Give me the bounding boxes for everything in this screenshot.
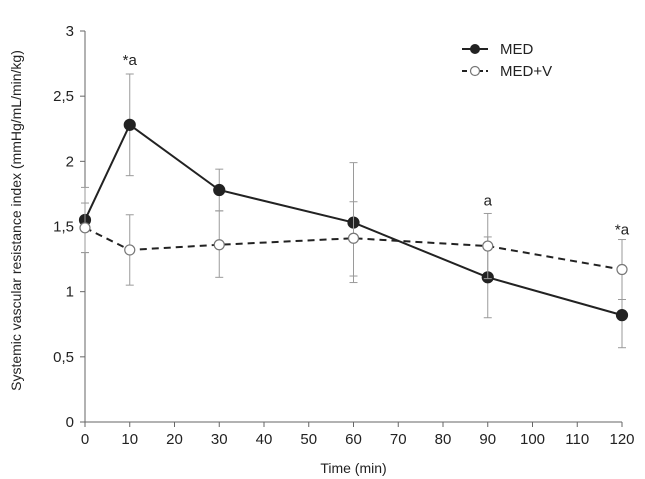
y-tick-label: 0,5 — [53, 349, 74, 366]
data-point — [615, 309, 629, 322]
data-point — [213, 183, 226, 197]
x-tick-label: 110 — [565, 431, 589, 448]
y-tick-label: 1 — [66, 284, 74, 301]
x-ticks: 0 10 20 30 40 50 60 70 80 90 100 110 120 — [81, 422, 635, 448]
annotation-label: *a — [123, 52, 138, 69]
annotation-label: a — [484, 193, 493, 210]
x-tick-label: 90 — [479, 431, 496, 448]
annotations: *a a *a — [123, 52, 630, 238]
data-point — [123, 118, 136, 131]
legend-label-med: MED — [500, 41, 534, 58]
y-tick-label: 2,5 — [53, 88, 74, 105]
y-tick-label: 1,5 — [53, 219, 74, 236]
legend-item-med: MED — [462, 41, 534, 58]
series-med-v — [79, 201, 628, 300]
x-tick-label: 100 — [520, 431, 545, 448]
legend-marker-med — [470, 44, 480, 54]
x-tick-label: 50 — [300, 431, 317, 448]
legend-item-med-v: MED+V — [462, 63, 552, 80]
y-tick-label: 3 — [66, 23, 74, 40]
x-tick-label: 30 — [211, 431, 228, 448]
y-tick-label: 0 — [66, 414, 74, 431]
x-tick-label: 120 — [609, 431, 634, 448]
legend-marker-med-v — [469, 65, 481, 77]
data-point — [213, 239, 225, 251]
y-ticks: 0 0,5 1 1,5 2 2,5 3 — [53, 23, 85, 431]
legend: MED MED+V — [462, 41, 552, 80]
series-line — [84, 226, 623, 271]
y-axis-title: Systemic vascular resistance index (mmHg… — [8, 50, 24, 391]
legend-label-med-v: MED+V — [500, 63, 552, 80]
annotation-label: *a — [615, 221, 630, 238]
series-line — [84, 123, 623, 317]
x-tick-label: 40 — [256, 431, 273, 448]
x-tick-label: 20 — [166, 431, 183, 448]
data-point — [79, 222, 91, 234]
data-point — [124, 244, 136, 256]
data-point — [616, 263, 628, 276]
data-point — [482, 240, 494, 252]
x-tick-label: 80 — [435, 431, 452, 448]
x-tick-label: 10 — [121, 431, 138, 448]
x-axis-title: Time (min) — [320, 460, 386, 476]
x-tick-label: 60 — [345, 431, 362, 448]
x-tick-label: 0 — [81, 431, 89, 448]
series-layer — [78, 73, 629, 349]
y-tick-label: 2 — [66, 153, 74, 170]
data-point — [347, 232, 360, 244]
x-tick-label: 70 — [390, 431, 407, 448]
